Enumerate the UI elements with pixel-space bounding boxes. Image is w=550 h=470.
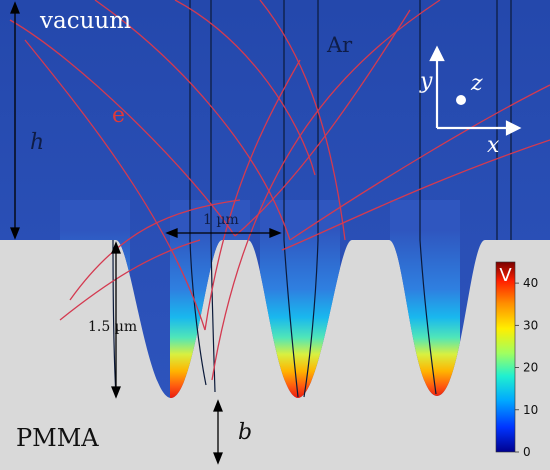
colorbar-tick-label: 20 — [523, 361, 538, 375]
height-label: h — [30, 130, 44, 155]
gas-label: Ar — [326, 33, 353, 57]
colorbar-ticks: 0 10 20 30 40 — [515, 276, 538, 459]
colorbar: V 0 10 20 30 40 — [495, 261, 538, 459]
electron-path-11 — [69, 199, 241, 301]
depth-label: 1.5 µm — [88, 319, 137, 335]
electron-path-4 — [174, 0, 316, 176]
x-axis-label: x — [487, 133, 500, 158]
electron-label: e — [112, 103, 125, 128]
electron-path-6 — [204, 59, 301, 331]
pitch-label: 1 µm — [203, 212, 239, 228]
colorbar-tick-label: 10 — [523, 403, 538, 417]
electron-trajectories — [9, 0, 550, 381]
electron-path-1 — [9, 19, 236, 237]
colorbar-scale — [495, 261, 516, 453]
electron-path-10 — [234, 9, 411, 237]
colorbar-tick-label: 40 — [523, 276, 538, 290]
electron-path-3 — [94, 0, 291, 241]
electron-path-12 — [59, 239, 201, 321]
colorbar-tick-label: 0 — [523, 445, 531, 459]
electron-path-2 — [24, 39, 206, 331]
depth-dimension — [111, 241, 121, 399]
z-axis-label: z — [470, 71, 483, 96]
height-dimension — [10, 1, 20, 240]
y-axis-label: y — [419, 69, 433, 94]
colorbar-tick-label: 30 — [523, 318, 538, 332]
electron-path-7 — [211, 0, 441, 381]
coordinate-axes — [429, 45, 522, 136]
base-thickness-label: b — [238, 420, 252, 445]
colorbar-title: V — [499, 265, 512, 286]
z-axis-dot — [456, 95, 466, 105]
base-thickness-dimension — [213, 399, 223, 465]
electron-path-9 — [289, 84, 550, 241]
pitch-dimension — [165, 228, 282, 238]
substrate-label: PMMA — [16, 424, 99, 452]
vacuum-label: vacuum — [39, 8, 131, 34]
electron-path-8 — [281, 139, 550, 251]
electron-path-5 — [259, 0, 346, 241]
